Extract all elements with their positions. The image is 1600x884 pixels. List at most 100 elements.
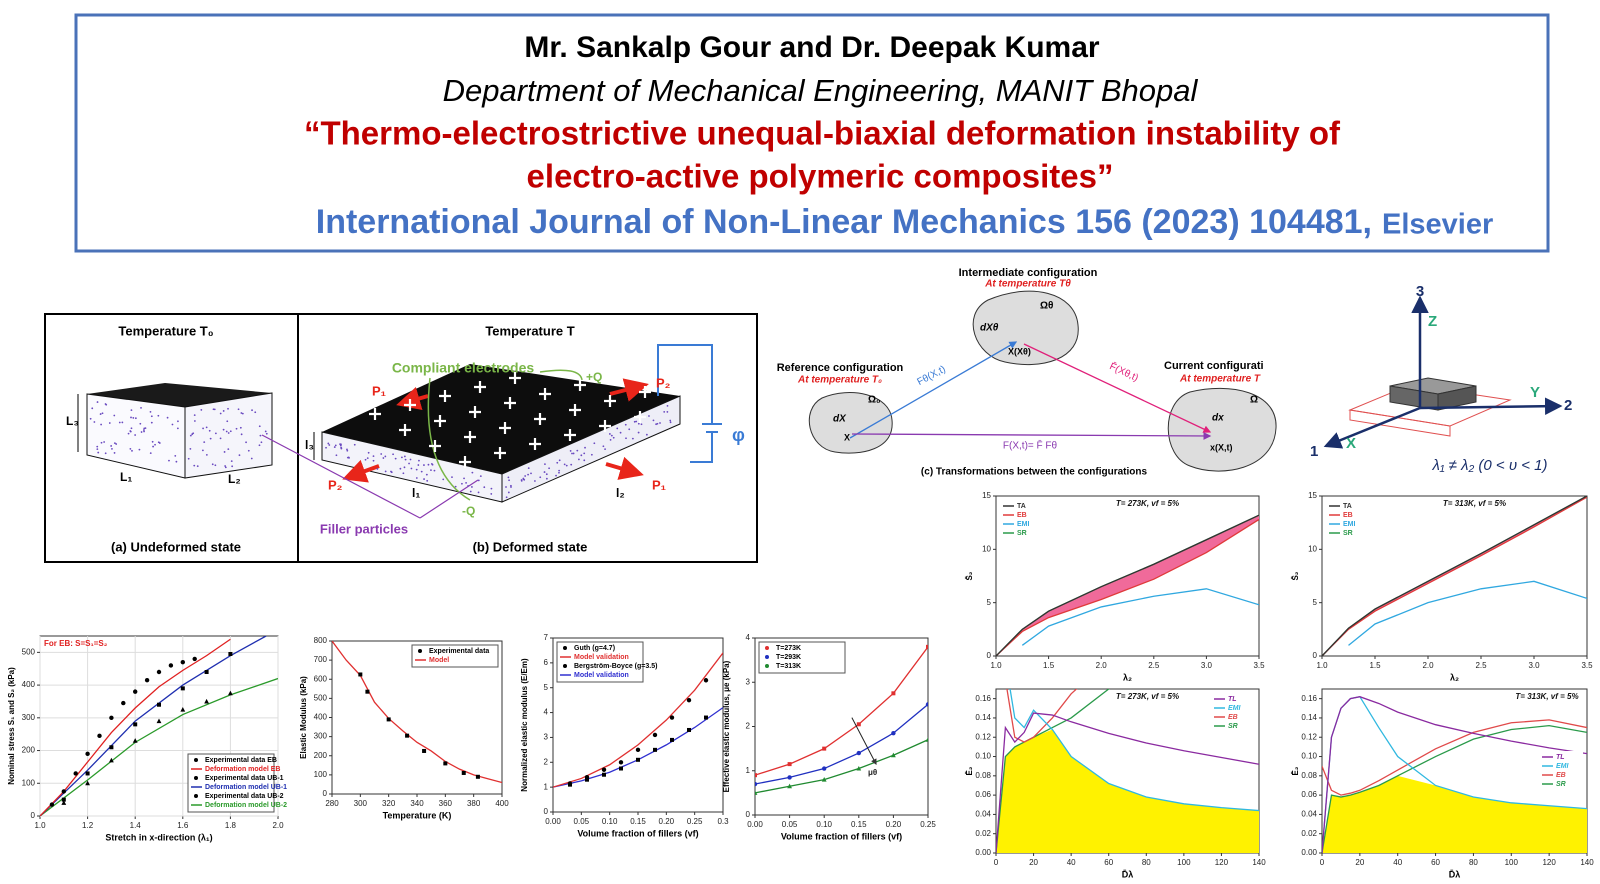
plus-sign <box>564 429 576 441</box>
particle <box>565 464 568 467</box>
particle <box>423 464 425 466</box>
particle <box>110 445 113 447</box>
plus-sign <box>609 370 621 382</box>
data-point <box>204 670 209 674</box>
data-point <box>585 777 589 782</box>
legend-box <box>758 641 846 674</box>
header-box <box>74 13 1550 253</box>
plus-sign <box>634 411 646 423</box>
data-point <box>85 751 90 757</box>
journal: International Journal of Non-Linear Mech… <box>316 203 1372 241</box>
particle <box>558 471 560 474</box>
x-axis-label: Temperature (K) <box>383 810 452 820</box>
plus-sign <box>404 399 416 411</box>
fill-area <box>996 729 1259 853</box>
particle <box>118 421 121 424</box>
x-tick-label: 340 <box>410 799 424 808</box>
data-point <box>422 748 427 753</box>
particle <box>347 456 350 459</box>
symbol: Ω <box>1250 395 1258 406</box>
particle <box>545 477 548 480</box>
band-area <box>996 515 1259 656</box>
particle <box>490 487 493 490</box>
data-point <box>787 762 792 767</box>
axis-label: 1 <box>1310 443 1318 460</box>
x-tick-label: 1.0 <box>34 821 46 830</box>
particle <box>576 449 579 452</box>
particle <box>214 432 217 435</box>
x-tick-label: 1.5 <box>1043 661 1055 670</box>
particle <box>203 441 206 444</box>
series-line <box>755 703 928 785</box>
y-tick-label: 0.16 <box>1301 694 1317 703</box>
data-point <box>821 777 827 782</box>
particle <box>154 443 156 446</box>
annotation-arrow <box>851 717 877 765</box>
particle <box>384 455 387 458</box>
x-tick-label: 80 <box>1469 858 1478 867</box>
particle <box>111 447 113 450</box>
particle <box>219 412 222 415</box>
plus-sign <box>639 386 651 398</box>
force-arrow <box>609 378 649 402</box>
particle <box>477 491 480 494</box>
x-tick-label: 100 <box>1177 858 1191 867</box>
caption: (a) Undeformed state <box>111 539 241 554</box>
particle <box>640 423 643 426</box>
plus-sign <box>529 438 541 450</box>
particle <box>510 484 512 487</box>
x-tick-label: 3.5 <box>1581 661 1593 670</box>
data-point <box>584 775 590 780</box>
legend-box <box>187 753 275 813</box>
plus-sign <box>509 372 521 384</box>
particle <box>187 457 190 460</box>
series-line <box>1322 496 1587 656</box>
x-tick-label: 0.05 <box>574 817 590 826</box>
data-point <box>686 697 692 703</box>
particle <box>113 452 116 454</box>
x-tick-label: 280 <box>325 799 339 808</box>
data-point <box>891 691 896 696</box>
particle <box>140 407 142 409</box>
mapping-arrow <box>851 432 1212 440</box>
particle <box>578 458 580 461</box>
y-tick-label: 0.12 <box>1301 732 1317 741</box>
y-axis-label: S̄₂ <box>1291 571 1300 580</box>
label: Intermediate configuration <box>959 267 1098 279</box>
particle <box>100 441 103 444</box>
y-tick-label: 0 <box>1313 651 1318 660</box>
particle <box>376 468 379 470</box>
particle <box>483 486 486 489</box>
legend-label: EB <box>1556 772 1566 779</box>
y-tick-label: 0.02 <box>975 829 991 838</box>
legend-swatch <box>765 664 769 668</box>
legend-swatch <box>563 664 567 668</box>
particle <box>130 427 133 430</box>
y-tick-label: 1 <box>746 766 751 775</box>
particle <box>610 434 613 437</box>
data-point <box>787 783 792 789</box>
particle <box>571 452 573 455</box>
particle <box>415 477 418 479</box>
particle <box>590 453 593 456</box>
data-point <box>180 707 186 712</box>
symbol: Ωθ <box>1040 301 1053 312</box>
x-tick-label: 400 <box>495 799 509 808</box>
chart: 1.0 1.5 2.0 2.5 3.0 3.5 0 5 10 15 λ₂ S̄₂ TA EB EMI SR T=… <box>965 491 1265 682</box>
plus-sign <box>499 422 511 434</box>
caption: (c) Transformations between the configur… <box>921 467 1148 478</box>
x-tick-label: 0.10 <box>816 820 832 829</box>
data-point <box>925 737 928 742</box>
particle <box>625 437 627 440</box>
y-tick-label: 10 <box>982 544 991 553</box>
particle <box>189 447 192 450</box>
particle <box>196 465 199 468</box>
particle <box>384 470 387 473</box>
particle <box>239 426 242 429</box>
x-tick-label: 120 <box>1542 858 1556 867</box>
series-line <box>755 646 928 776</box>
particle <box>129 430 132 432</box>
y-tick-label: 200 <box>314 751 328 760</box>
particle <box>97 451 100 454</box>
